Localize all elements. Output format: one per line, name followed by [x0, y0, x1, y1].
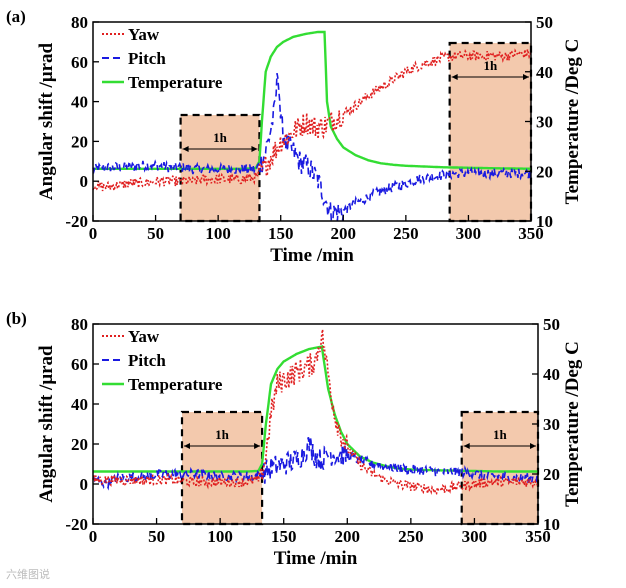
x-tick-label: 200: [335, 527, 361, 546]
legend-label-pitch: Pitch: [128, 351, 166, 370]
window-label: 1h: [493, 427, 508, 442]
y-right-tick-label: 20: [543, 465, 560, 484]
y-right-tick-label: 10: [543, 515, 560, 534]
y-left-tick-label: 20: [71, 132, 88, 151]
y-left-axis-label: Angular shift /μrad: [36, 42, 57, 200]
y-right-tick-label: 40: [543, 365, 560, 384]
y-right-tick-label: 30: [536, 113, 553, 132]
y-right-tick-label: 50: [536, 13, 553, 32]
x-tick-label: 100: [207, 527, 233, 546]
legend-label-yaw: Yaw: [128, 25, 160, 44]
y-left-tick-label: 40: [71, 395, 88, 414]
x-tick-label: 100: [205, 224, 231, 243]
series-line-temperature: [93, 345, 538, 473]
x-tick-label: 250: [398, 527, 424, 546]
y-right-tick-label: 40: [536, 63, 553, 82]
x-tick-label: 200: [331, 224, 357, 243]
y-left-tick-label: 80: [71, 315, 88, 334]
y-left-tick-label: -20: [65, 515, 88, 534]
series-line-temperature: [93, 30, 532, 170]
y-left-tick-label: -20: [65, 212, 88, 231]
series-line-pitch: [92, 436, 539, 491]
legend-label-temperature: Temperature: [128, 73, 223, 92]
series-line-yaw: [92, 48, 532, 192]
panel-label: (b): [6, 309, 27, 328]
y-right-tick-label: 50: [543, 315, 560, 334]
x-tick-label: 150: [268, 224, 294, 243]
y-left-tick-label: 0: [80, 475, 89, 494]
y-right-tick-label: 10: [536, 212, 553, 231]
x-tick-label: 50: [148, 527, 165, 546]
y-left-tick-label: 60: [71, 53, 88, 72]
y-left-tick-label: 20: [71, 435, 88, 454]
chart-panel-b: 1h 1h0 50 100 150 200 250 300 350-20020406080102…: [6, 309, 583, 569]
x-axis-label: Time /min: [274, 548, 358, 569]
x-tick-label: 250: [393, 224, 419, 243]
y-left-tick-label: 0: [80, 172, 89, 191]
legend-label-temperature: Temperature: [128, 375, 223, 394]
watermark: 六维图说: [6, 568, 50, 581]
panel-label: (a): [6, 7, 26, 26]
x-tick-label: 300: [456, 224, 482, 243]
x-tick-label: 150: [271, 527, 297, 546]
window-label: 1h: [215, 427, 230, 442]
x-tick-label: 300: [462, 527, 488, 546]
x-tick-label: 0: [89, 224, 98, 243]
legend-label-pitch: Pitch: [128, 49, 166, 68]
stability-window: [180, 410, 264, 526]
y-right-axis-label: Temperature /Deg C: [562, 39, 583, 205]
window-label: 1h: [213, 130, 228, 145]
y-right-tick-label: 20: [536, 162, 553, 181]
window-label: 1h: [483, 58, 498, 73]
stability-window: [448, 41, 533, 223]
y-right-axis-label: Temperature /Deg C: [562, 341, 583, 507]
y-left-axis-label: Angular shift /μrad: [36, 345, 57, 503]
y-left-tick-label: 40: [71, 93, 88, 112]
x-tick-label: 50: [147, 224, 164, 243]
x-tick-label: 350: [518, 224, 544, 243]
x-tick-label: 0: [89, 527, 98, 546]
x-axis-label: Time /min: [270, 245, 354, 266]
y-left-tick-label: 80: [71, 13, 88, 32]
series-line-pitch: [92, 73, 532, 223]
y-left-tick-label: 60: [71, 355, 88, 374]
legend-label-yaw: Yaw: [128, 327, 160, 346]
x-tick-label: 350: [525, 527, 551, 546]
series-line-yaw: [92, 329, 539, 495]
y-right-tick-label: 30: [543, 415, 560, 434]
